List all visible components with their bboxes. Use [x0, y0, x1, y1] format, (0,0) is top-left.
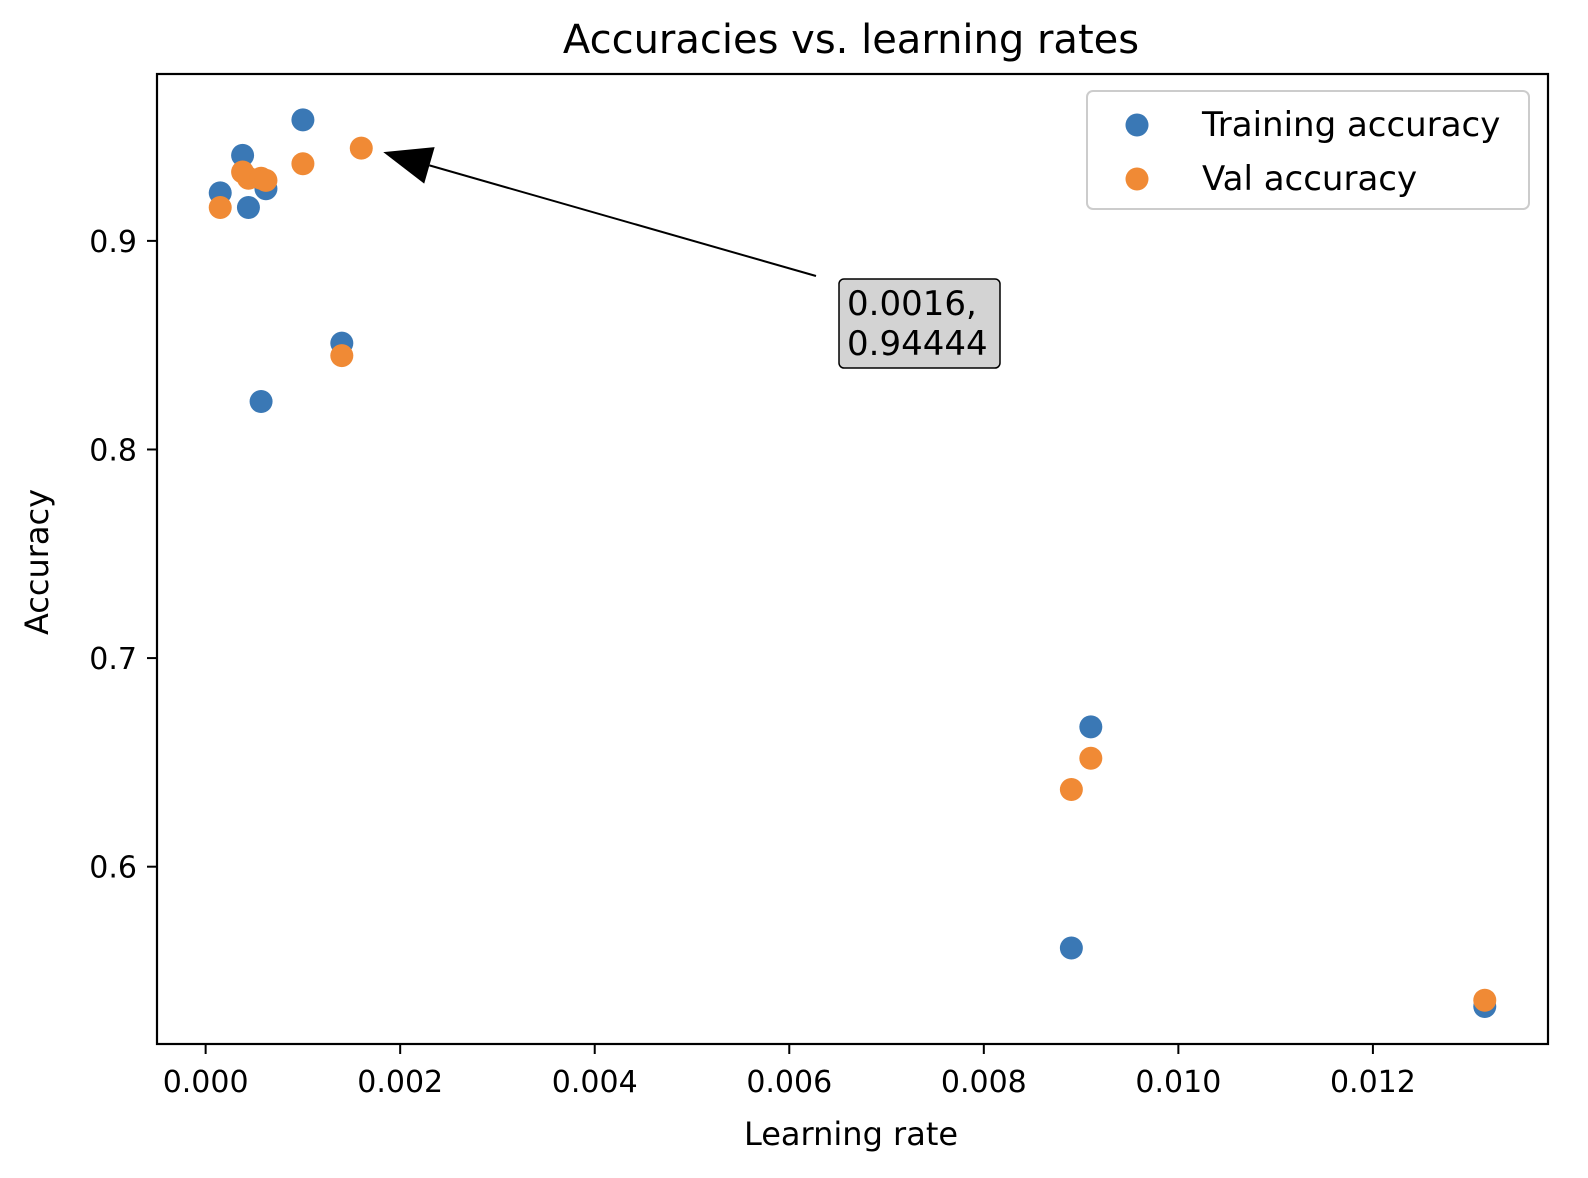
annotation-text: 0.0016, — [847, 284, 977, 324]
x-tick-label: 0.000 — [163, 1065, 249, 1100]
legend-marker — [1125, 113, 1149, 137]
y-tick-label: 0.8 — [89, 433, 137, 468]
data-point — [231, 143, 255, 167]
x-axis-label: Learning rate — [744, 1115, 958, 1153]
chart-title: Accuracies vs. learning rates — [563, 17, 1139, 63]
data-point — [349, 136, 373, 160]
x-axis: 0.000 0.002 0.004 0.006 0.008 0.010 0.012 — [163, 1044, 1416, 1100]
series-val-accuracy — [208, 136, 1497, 1012]
legend-label: Val accuracy — [1202, 159, 1417, 199]
x-tick-label: 0.002 — [357, 1065, 443, 1100]
legend: Training accuracy Val accuracy — [1086, 90, 1530, 210]
y-axis: 0.6 0.7 0.8 0.9 — [89, 225, 157, 886]
data-point — [291, 152, 315, 176]
data-point — [1079, 746, 1103, 770]
x-tick-label: 0.004 — [552, 1065, 638, 1100]
data-point — [1059, 778, 1083, 802]
legend-label: Training accuracy — [1201, 105, 1500, 145]
data-point — [1079, 715, 1103, 739]
y-tick-label: 0.7 — [89, 642, 137, 677]
annotation-arrow-head — [383, 147, 435, 184]
y-tick-label: 0.6 — [89, 851, 137, 886]
data-point — [236, 196, 260, 220]
x-tick-label: 0.012 — [1330, 1065, 1416, 1100]
x-tick-label: 0.006 — [746, 1065, 832, 1100]
annotation: 0.0016,0.94444 — [383, 147, 1001, 369]
x-tick-label: 0.008 — [941, 1065, 1027, 1100]
y-axis-label: Accuracy — [18, 489, 56, 635]
plot-area — [155, 72, 1550, 1046]
plot-frame — [155, 72, 1550, 1046]
data-point — [254, 168, 278, 192]
series-training-accuracy — [208, 108, 1497, 1018]
data-point — [291, 108, 315, 132]
annotation-text: 0.94444 — [847, 324, 988, 364]
data-point — [1473, 988, 1497, 1012]
x-tick-label: 0.010 — [1135, 1065, 1221, 1100]
data-point — [249, 390, 273, 414]
legend-frame — [1086, 90, 1530, 210]
data-point — [208, 196, 232, 220]
annotation-arrow-line — [429, 164, 817, 277]
y-tick-label: 0.9 — [89, 225, 137, 260]
data-point — [1059, 936, 1083, 960]
annotation-box — [838, 278, 1001, 369]
legend-marker — [1125, 167, 1149, 191]
data-point — [330, 344, 354, 368]
